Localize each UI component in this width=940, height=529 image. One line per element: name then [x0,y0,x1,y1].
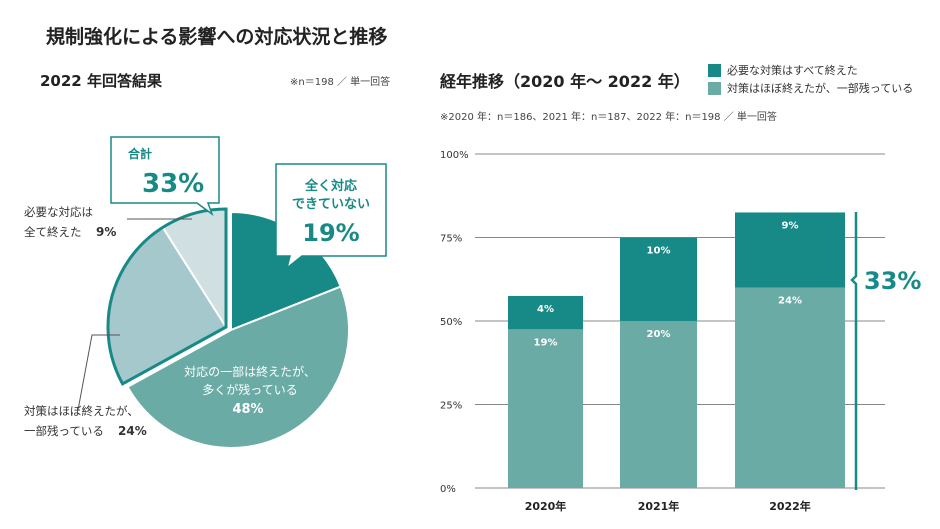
pie-note: ※n＝198 ／ 単一回答 [290,77,391,88]
slice-value: 24% [118,424,147,438]
legend-item-mostly: 対策はほぼ終えたが、一部残っている [708,80,913,96]
callout-total-box [110,136,220,217]
legend-swatch [708,63,721,77]
pie-title: 2022 年回答結果 [40,72,162,90]
bar-label: 9% [782,220,799,231]
callout-total-value: 33% [142,169,204,199]
x-tick-label: 2021年 [638,499,680,513]
slice-label: 多くが残っている [202,382,297,397]
total-annotation: 33% [864,267,921,295]
page-title: 規制強化による影響への対応状況と推移 [46,26,388,48]
leader-line [77,334,120,411]
bar-segment [620,321,697,488]
slice-label: 必要な対応は [24,205,93,219]
bar-label: 19% [534,337,558,348]
pie-slice [126,285,351,449]
bar-title: 経年推移（2020 年～ 2022 年） [440,72,690,91]
bar-segment [508,329,583,488]
slice-value: 19% [302,219,359,247]
bar-label: 24% [778,296,802,307]
bar-segment [735,287,845,488]
slice-label: 一部残っている [24,424,104,438]
slice-value: 9% [96,225,116,239]
total-bracket [850,212,858,490]
y-tick-label: 100% [440,150,469,161]
y-tick-label: 25% [440,401,462,412]
legend-swatch [708,81,721,95]
bar-note: ※2020 年：n＝186、2021 年：n＝187、2022 年：n＝198 … [440,112,777,123]
bar-chart: 0% 25% 50% 75% 100% 19% 4% 2020年 20% 10% 2021年 24% 9… [440,150,885,513]
callout-19-box [275,163,387,270]
bar-segment [508,295,583,330]
x-tick-label: 2022年 [769,499,811,513]
slice-label: 全て終えた [24,225,82,239]
bar-label: 10% [647,246,671,257]
x-tick-label: 2020年 [525,499,567,513]
slice-label: 全く対応 [304,178,357,194]
slice-label: できていない [292,197,370,212]
legend-label: 対策はほぼ終えたが、一部残っている [727,82,914,95]
slice-label: 対策はほぼ終えたが、 [24,404,139,418]
bar-segment [620,237,697,321]
pie-group-outline [106,207,228,386]
y-tick-label: 50% [440,317,462,328]
callout-total-label: 合計 [128,146,152,161]
legend-label: 必要な対策はすべて終えた [727,64,858,77]
bar-label: 20% [647,329,671,340]
slice-value: 48% [232,402,263,417]
y-tick-label: 75% [440,234,462,245]
legend-item-done: 必要な対策はすべて終えた [708,62,858,78]
y-tick-label: 0% [440,484,456,495]
slice-label: 対応の一部は終えたが、 [184,364,316,379]
bar-segment [735,212,845,288]
bar-label: 4% [537,304,554,315]
